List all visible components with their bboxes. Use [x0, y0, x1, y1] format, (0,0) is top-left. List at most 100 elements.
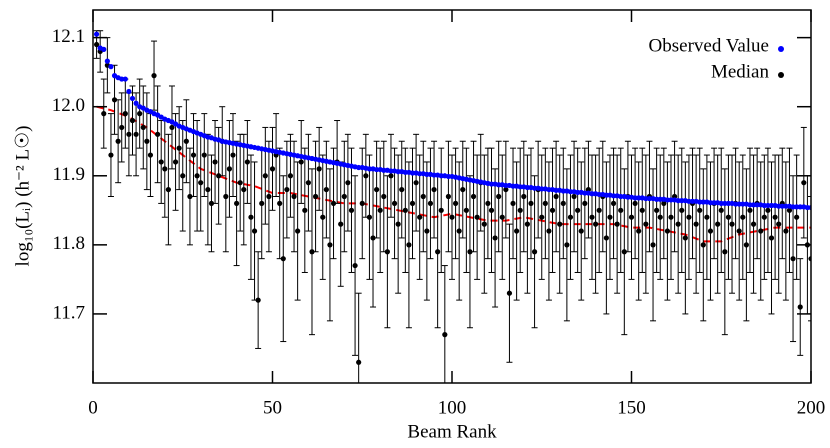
point	[348, 207, 355, 213]
point	[503, 182, 509, 189]
point	[452, 200, 459, 207]
point	[230, 152, 236, 158]
point	[722, 249, 728, 255]
point	[399, 186, 405, 193]
point	[104, 58, 110, 64]
point	[736, 201, 742, 207]
point	[686, 198, 692, 204]
point	[761, 202, 767, 209]
point	[287, 173, 294, 179]
point	[496, 193, 502, 200]
point	[715, 221, 721, 227]
point	[237, 180, 243, 186]
median-line	[96, 105, 811, 243]
point	[395, 169, 401, 175]
point	[406, 242, 412, 248]
legend-label: Median	[711, 61, 770, 82]
point	[632, 195, 638, 201]
point	[754, 202, 760, 208]
point	[654, 207, 660, 213]
point	[618, 193, 624, 200]
point	[743, 242, 749, 248]
point	[503, 186, 509, 193]
point	[711, 200, 717, 206]
point	[101, 111, 107, 117]
point	[733, 201, 739, 207]
point	[183, 138, 189, 144]
point	[549, 207, 556, 213]
point	[234, 200, 240, 207]
point	[557, 221, 563, 227]
y-tick-label: 11.7	[52, 302, 85, 323]
point	[424, 171, 430, 177]
x-axis-label: Beam Rank	[407, 421, 497, 442]
point	[679, 207, 685, 213]
point	[420, 193, 426, 200]
point	[147, 152, 154, 158]
point	[409, 200, 416, 207]
point	[650, 242, 656, 248]
point	[460, 186, 466, 193]
point	[241, 186, 247, 193]
point	[187, 193, 193, 200]
point	[761, 214, 767, 220]
point	[244, 159, 250, 165]
y-axis-label: log₁₀(Lᵢ) (h⁻² L☉)	[12, 126, 33, 267]
point	[786, 207, 793, 213]
point	[697, 207, 703, 213]
point	[381, 167, 387, 173]
point	[582, 200, 588, 207]
x-tick-label: 150	[617, 397, 646, 418]
point	[108, 152, 114, 158]
point	[431, 172, 437, 178]
point	[137, 111, 143, 117]
point	[740, 201, 746, 207]
point	[445, 173, 452, 180]
point	[330, 200, 337, 207]
point	[607, 214, 613, 220]
y-tick-label: 11.9	[52, 164, 85, 185]
point	[765, 202, 771, 209]
point	[381, 193, 387, 200]
point	[366, 214, 373, 220]
point	[794, 204, 800, 210]
point	[338, 221, 344, 227]
point	[610, 200, 617, 207]
point	[707, 200, 714, 206]
point	[467, 249, 473, 255]
y-tick-label: 11.8	[52, 233, 85, 254]
point	[277, 200, 283, 207]
point	[758, 228, 764, 234]
point	[531, 185, 538, 191]
point	[804, 204, 811, 211]
point	[596, 207, 602, 213]
point	[575, 189, 581, 195]
point	[496, 182, 502, 188]
point	[675, 221, 681, 227]
point	[212, 159, 218, 165]
point	[614, 221, 620, 227]
point	[255, 297, 261, 303]
point	[305, 180, 311, 186]
point	[162, 166, 168, 172]
point	[151, 73, 157, 79]
point	[524, 184, 530, 191]
point	[259, 200, 265, 207]
point	[729, 221, 735, 227]
point	[485, 200, 491, 207]
point	[402, 169, 408, 175]
point	[621, 249, 627, 255]
point	[524, 221, 530, 227]
point	[427, 200, 434, 207]
point	[488, 181, 495, 187]
point	[115, 138, 121, 144]
point	[194, 173, 200, 179]
point	[280, 256, 286, 262]
point	[722, 200, 728, 207]
point	[409, 170, 416, 176]
point	[682, 235, 688, 241]
point	[679, 198, 685, 204]
point	[417, 171, 423, 177]
point	[632, 200, 638, 207]
point	[560, 200, 566, 207]
